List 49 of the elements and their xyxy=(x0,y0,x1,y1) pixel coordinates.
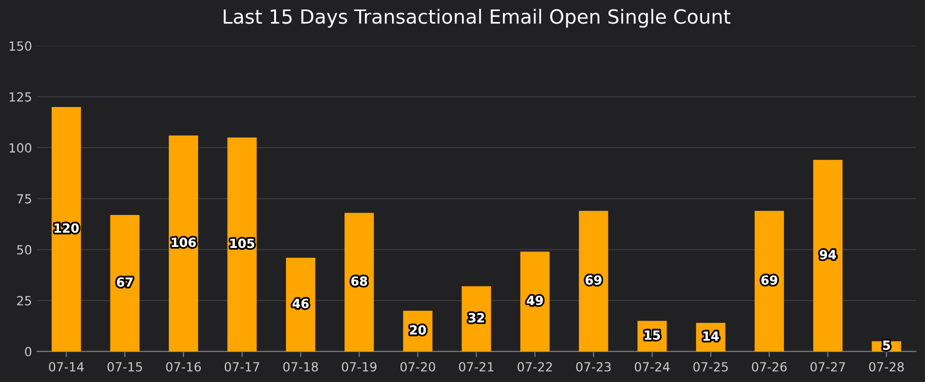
bar xyxy=(754,210,784,352)
y-tick-label: 0 xyxy=(25,346,32,356)
bar xyxy=(462,286,492,352)
y-tick-label: 100 xyxy=(10,143,32,153)
x-tick-label: 07-27 xyxy=(810,362,845,372)
bar xyxy=(110,214,140,352)
y-tick-label: 75 xyxy=(17,194,32,204)
x-tick-label: 07-21 xyxy=(459,362,494,372)
data-label: 106 xyxy=(172,238,196,248)
bar xyxy=(344,212,374,352)
data-label: 105 xyxy=(230,238,254,248)
x-tick-label: 07-16 xyxy=(166,362,201,372)
y-tick-label: 150 xyxy=(10,41,32,51)
y-tick-label: 50 xyxy=(17,245,32,254)
data-label: 69 xyxy=(761,275,778,285)
data-label: 20 xyxy=(410,325,426,335)
bar xyxy=(520,252,550,352)
data-label: 5 xyxy=(883,340,890,350)
data-label: 46 xyxy=(292,298,309,308)
bar xyxy=(286,258,316,352)
data-label: 94 xyxy=(820,250,836,260)
bar xyxy=(168,135,198,352)
x-tick-label: 07-19 xyxy=(342,362,376,372)
x-tick-label: 07-17 xyxy=(224,362,260,372)
chart-title: Last 15 Days Transactional Email Open Single Count xyxy=(224,8,730,28)
x-tick-label: 07-22 xyxy=(518,362,552,372)
data-label: 32 xyxy=(468,313,484,322)
data-label: 68 xyxy=(351,276,368,286)
bar xyxy=(813,160,843,352)
data-label: 49 xyxy=(526,296,543,306)
data-label: 120 xyxy=(54,223,79,233)
data-label: 67 xyxy=(116,277,133,287)
y-tick-label: 125 xyxy=(10,92,32,102)
bar xyxy=(52,106,81,352)
x-tick-label: 07-15 xyxy=(108,362,142,372)
data-label: 14 xyxy=(703,332,719,341)
x-tick-label: 07-18 xyxy=(283,362,318,372)
bar xyxy=(227,138,257,352)
x-tick-label: 07-28 xyxy=(869,362,904,372)
x-tick-label: 07-24 xyxy=(634,362,670,372)
x-tick-label: 07-26 xyxy=(752,362,787,372)
y-tick-label: 25 xyxy=(17,296,32,306)
x-tick-label: 07-20 xyxy=(400,362,436,372)
data-label: 15 xyxy=(644,330,660,340)
x-tick-label: 07-23 xyxy=(576,362,611,372)
x-tick-label: 07-14 xyxy=(48,362,84,372)
bar xyxy=(578,210,608,352)
x-tick-label: 07-25 xyxy=(693,362,728,372)
data-label: 69 xyxy=(586,275,602,285)
